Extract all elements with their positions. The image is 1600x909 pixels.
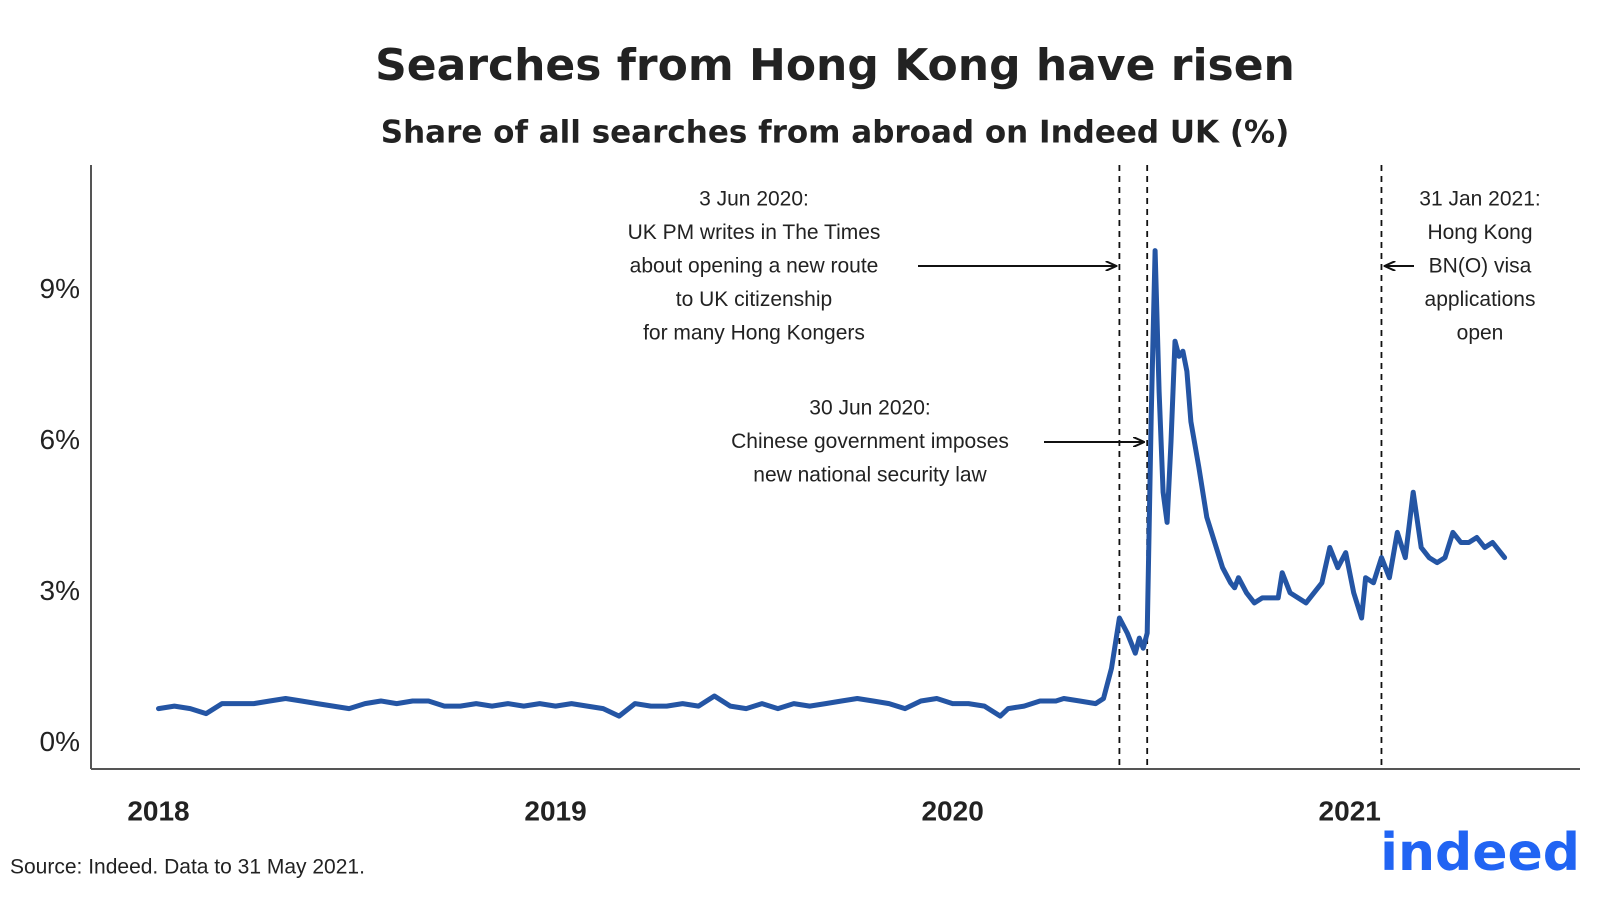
annotation-text: about opening a new route <box>630 255 879 278</box>
x-tick-label: 2021 <box>1319 795 1381 826</box>
logo: indeed <box>1380 823 1580 883</box>
x-tick-label: 2018 <box>127 795 189 826</box>
annotation-text: BN(O) visa <box>1429 255 1532 278</box>
annotation-text: 30 Jun 2020: <box>809 397 930 420</box>
chart-title: Searches from Hong Kong have risen <box>375 40 1295 91</box>
annotation-text: applications <box>1425 288 1536 311</box>
y-tick-label: 3% <box>40 575 80 606</box>
source: Source: Indeed. Data to 31 May 2021. <box>10 856 365 879</box>
y-tick-label: 6% <box>40 424 80 455</box>
x-tick-label: 2020 <box>921 795 983 826</box>
y-tick-label: 0% <box>40 726 80 757</box>
annotation-text: open <box>1457 322 1504 345</box>
annotation-text: 3 Jun 2020: <box>699 188 809 211</box>
annotation-text: Chinese government imposes <box>731 430 1009 453</box>
annotation-text: to UK citizenship <box>676 288 832 311</box>
annotation-text: Hong Kong <box>1427 221 1532 244</box>
annotation-text: UK PM writes in The Times <box>628 221 881 244</box>
data-line <box>156 248 1508 719</box>
annotation-text: new national security law <box>753 464 987 487</box>
y-tick-label: 9% <box>40 273 80 304</box>
x-tick-label: 2019 <box>524 795 586 826</box>
annotation-text: 31 Jan 2021: <box>1419 188 1540 211</box>
chart-subtitle: Share of all searches from abroad on Ind… <box>381 115 1290 151</box>
annotation-text: for many Hong Kongers <box>643 322 865 345</box>
